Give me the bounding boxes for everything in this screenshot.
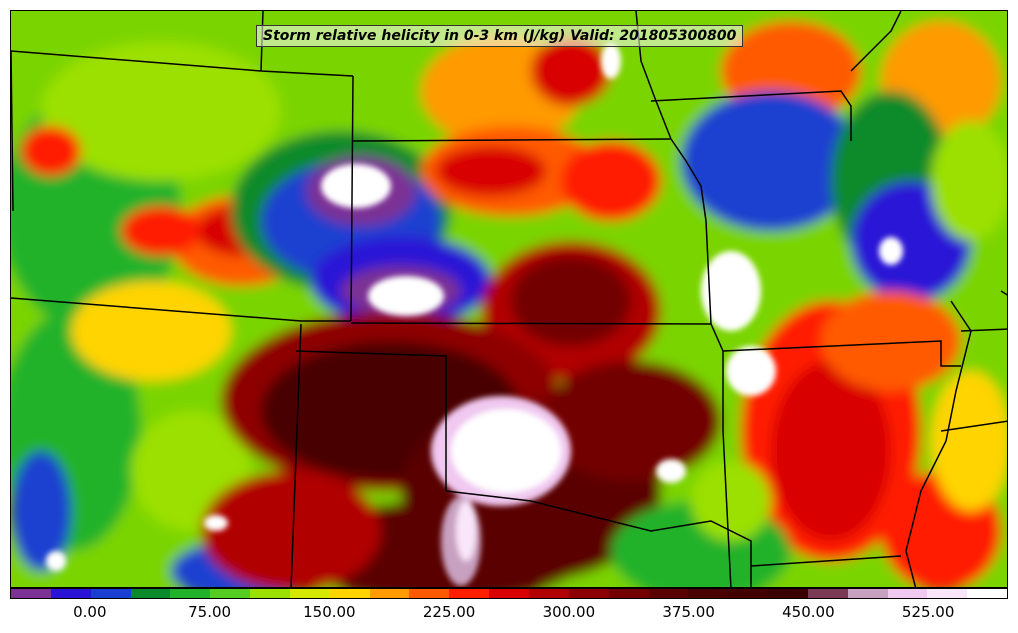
colorbar-tick-labels: 0.00 75.00 150.00 225.00 300.00 375.00 450.00 5… <box>0 603 1018 625</box>
colorbar-segment <box>250 589 290 598</box>
colorbar-segment <box>449 589 490 598</box>
border-line <box>670 138 712 325</box>
colorbar <box>10 588 1008 599</box>
border-line <box>350 75 354 322</box>
colorbar-segment <box>289 589 330 598</box>
helicity-field <box>11 11 1007 587</box>
colorbar-segment <box>409 589 450 598</box>
colorbar-segment <box>648 589 689 598</box>
border-line <box>352 138 672 142</box>
colorbar-tick-label: 0.00 <box>73 603 107 621</box>
border-line <box>445 490 752 587</box>
colorbar-segment <box>847 589 888 598</box>
colorbar-tick-label: 375.00 <box>662 603 715 621</box>
border-line <box>290 323 302 587</box>
colorbar-segment <box>210 589 251 598</box>
colorbar-segment <box>768 589 808 598</box>
colorbar-segment <box>887 589 928 598</box>
colorbar-tick-label: 150.00 <box>303 603 356 621</box>
colorbar-segment <box>130 589 171 598</box>
colorbar-segment <box>11 589 51 598</box>
colorbar-segment <box>728 589 769 598</box>
map-title: Storm relative helicity in 0-3 km (J/kg)… <box>256 25 744 47</box>
border-line <box>1000 290 1007 296</box>
border-line <box>850 11 902 72</box>
border-line <box>350 322 712 325</box>
border-line <box>940 420 1007 432</box>
colorbar-tick-label: 75.00 <box>188 603 232 621</box>
colorbar-segment <box>50 589 91 598</box>
border-line <box>960 328 1007 332</box>
colorbar-segment <box>608 589 649 598</box>
colorbar-segment <box>807 589 848 598</box>
colorbar-tick-label: 225.00 <box>422 603 476 621</box>
colorbar-segment <box>927 589 968 598</box>
state-boundaries <box>11 11 1007 587</box>
colorbar-segment <box>170 589 211 598</box>
helicity-map <box>11 11 1007 587</box>
high-helicity-cores <box>46 43 903 586</box>
border-line <box>750 555 902 567</box>
colorbar-segment <box>967 589 1008 598</box>
border-line <box>11 50 14 212</box>
colorbar-segment <box>568 589 609 598</box>
map-panel: Storm relative helicity in 0-3 km (J/kg)… <box>10 10 1008 588</box>
colorbar-segment <box>528 589 569 598</box>
colorbar-segment <box>489 589 529 598</box>
colorbar-segment <box>329 589 370 598</box>
border-line <box>11 297 302 322</box>
colorbar-segment <box>688 589 729 598</box>
colorbar-segment <box>90 589 131 598</box>
border-line <box>722 340 961 367</box>
border-line <box>710 323 732 587</box>
colorbar-segment <box>369 589 410 598</box>
colorbar-tick-label: 300.00 <box>542 603 596 621</box>
border-line <box>295 350 447 491</box>
border-line <box>650 90 852 141</box>
colorbar-tick-label: 450.00 <box>782 603 835 621</box>
colorbar-tick-label: 525.00 <box>901 603 955 621</box>
